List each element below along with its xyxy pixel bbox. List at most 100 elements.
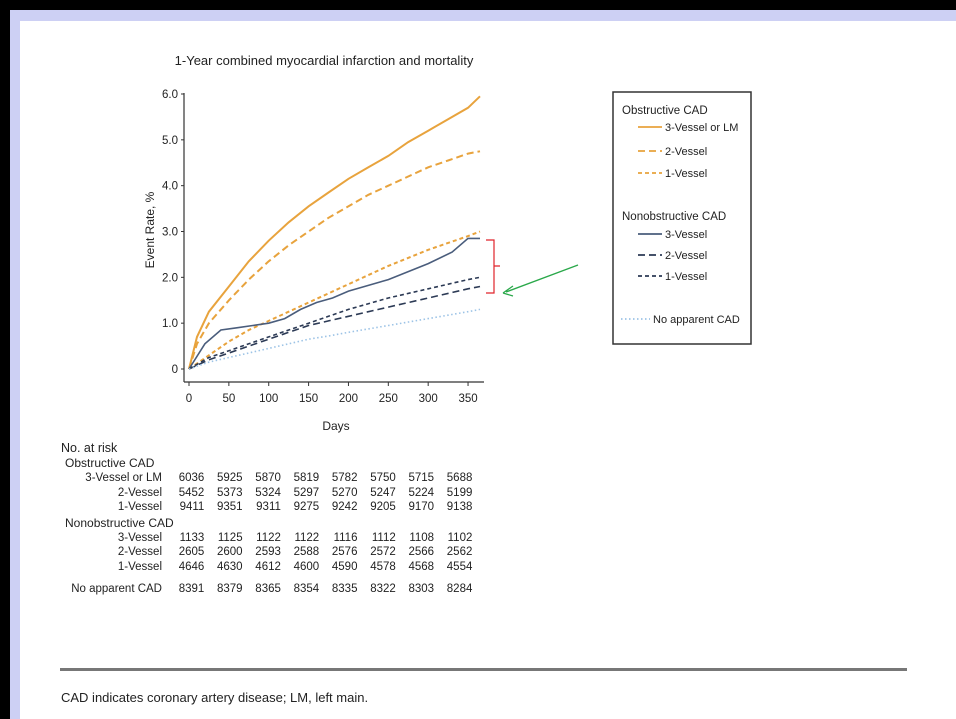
series-line-2	[188, 230, 481, 370]
risk-cell: 1108	[409, 531, 435, 544]
risk-group-nonobstructive: Nonobstructive CAD	[65, 515, 174, 530]
series-line-4	[188, 285, 481, 370]
chart-title: 1-Year combined myocardial infarction an…	[175, 53, 474, 68]
risk-cell: 8303	[408, 583, 435, 596]
risk-cell: 8335	[331, 583, 358, 596]
table-row: No apparent CAD 8391 8379 8365 8354 8335 8322 8…	[61, 582, 472, 597]
risk-cell: 1122	[294, 531, 320, 544]
risk-cell: 1125	[217, 531, 243, 544]
series-line-6	[188, 308, 481, 370]
x-tick-label: 100	[259, 393, 278, 405]
risk-row-label: 2-Vessel	[117, 546, 162, 559]
y-tick-label: 4.0	[162, 181, 178, 193]
table-row: 3-Vessel 1133 1125 1122 1122 1116 1112 1108 1102	[61, 531, 472, 546]
risk-group-obstructive: Obstructive CAD	[65, 456, 155, 470]
y-tick-label: 6.0	[162, 89, 178, 101]
risk-cell: 2588	[293, 546, 320, 559]
risk-cell: 5247	[370, 486, 396, 499]
risk-cell: 5452	[178, 486, 205, 499]
risk-cell: 8322	[370, 583, 396, 596]
risk-table-grid: Obstructive CAD 3-Vessel or LM 6036 5925 58…	[61, 455, 472, 597]
y-tick-label: 5.0	[162, 135, 178, 147]
risk-cell: 5224	[408, 486, 435, 499]
x-tick-label: 200	[339, 393, 358, 405]
arrow-annotation	[505, 264, 579, 293]
risk-cell: 5199	[446, 486, 473, 499]
x-tick-label: 0	[186, 393, 192, 405]
risk-cell: 2576	[331, 546, 358, 559]
x-tick-label: 350	[458, 393, 477, 405]
risk-cell: 9205	[370, 501, 396, 514]
risk-cell: 9351	[217, 501, 243, 514]
risk-row-label: 2-Vessel	[117, 486, 162, 499]
risk-table-heading: No. at risk	[61, 441, 118, 455]
risk-cell: 5324	[255, 486, 281, 499]
risk-row-label: 3-Vessel	[117, 531, 162, 544]
risk-cell: 2566	[408, 546, 435, 559]
risk-cell: 1133	[179, 531, 205, 544]
risk-cell: 4600	[293, 560, 320, 573]
risk-cell: 4646	[178, 560, 205, 573]
risk-cell: 5925	[217, 472, 243, 485]
x-tick-label: 250	[379, 393, 398, 405]
risk-row-label: 3-Vessel or LM	[85, 472, 162, 485]
risk-table: No. at risk Obstructive CAD 3-Vessel or …	[61, 441, 501, 597]
risk-cell: 5297	[293, 486, 320, 499]
risk-cell: 1102	[447, 531, 473, 544]
risk-cell: 2600	[217, 546, 243, 559]
risk-cell: 9138	[446, 501, 473, 514]
x-tick-label: 300	[419, 393, 438, 405]
risk-cell: 9242	[331, 501, 358, 514]
risk-cell: 4612	[255, 560, 281, 573]
risk-cell: 1116	[333, 531, 358, 544]
x-tick-label: 50	[222, 393, 235, 405]
legend-label: 2-Vessel	[665, 146, 707, 158]
risk-cell: 8365	[255, 583, 281, 596]
risk-cell: 1112	[371, 531, 396, 544]
risk-cell: 4590	[331, 560, 358, 573]
legend-label: No apparent CAD	[653, 314, 740, 326]
arrow-head	[502, 285, 514, 297]
risk-cell: 4554	[446, 560, 473, 573]
legend-box	[612, 91, 752, 345]
risk-cell: 2572	[370, 546, 396, 559]
risk-cell: 4630	[217, 560, 243, 573]
y-tick-label: 2.0	[162, 272, 178, 284]
risk-cell: 6036	[178, 472, 205, 485]
legend-group-obstructive: Obstructive CAD	[622, 105, 708, 117]
risk-cell: 8354	[293, 583, 320, 596]
risk-cell: 2593	[255, 546, 281, 559]
risk-cell: 9170	[408, 501, 435, 514]
series-line-1	[188, 150, 481, 370]
risk-cell: 2605	[178, 546, 205, 559]
risk-cell: 2562	[446, 546, 473, 559]
risk-cell: 5688	[446, 472, 473, 485]
y-axis-label: Event Rate, %	[143, 191, 157, 268]
risk-row-label: 1-Vessel	[117, 501, 162, 514]
legend-label: 3-Vessel or LM	[665, 122, 738, 134]
legend-label: 1-Vessel	[665, 271, 707, 283]
risk-cell: 5782	[331, 472, 358, 485]
table-row: 3-Vessel or LM 6036 5925 5870 5819 5782 5750 57…	[61, 471, 472, 486]
risk-cell: 5819	[293, 472, 320, 485]
y-tick-label: 1.0	[162, 318, 178, 330]
x-tick-label: 150	[299, 393, 318, 405]
risk-cell: 9275	[293, 501, 320, 514]
bracket-annotation	[486, 239, 500, 294]
risk-cell: 8391	[178, 583, 205, 596]
slide-area	[20, 21, 956, 719]
table-row: 1-Vessel 9411 9351 9311 9275 9242 9205 9170 9138	[61, 500, 472, 515]
footnote: CAD indicates coronary artery disease; L…	[61, 690, 369, 705]
risk-cell: 5373	[217, 486, 243, 499]
table-row: 2-Vessel 2605 2600 2593 2588 2576 2572 2566 2562	[61, 545, 472, 560]
risk-cell: 4578	[370, 560, 396, 573]
series-line-3	[188, 237, 480, 370]
risk-row-label: No apparent CAD	[71, 583, 162, 596]
risk-row-label: 1-Vessel	[117, 560, 162, 573]
risk-cell: 5870	[255, 472, 281, 485]
legend-label: 2-Vessel	[665, 250, 707, 262]
risk-cell: 5715	[408, 472, 435, 485]
y-tick-label: 0	[172, 364, 178, 376]
legend-group-nonobstructive: Nonobstructive CAD	[622, 211, 726, 223]
